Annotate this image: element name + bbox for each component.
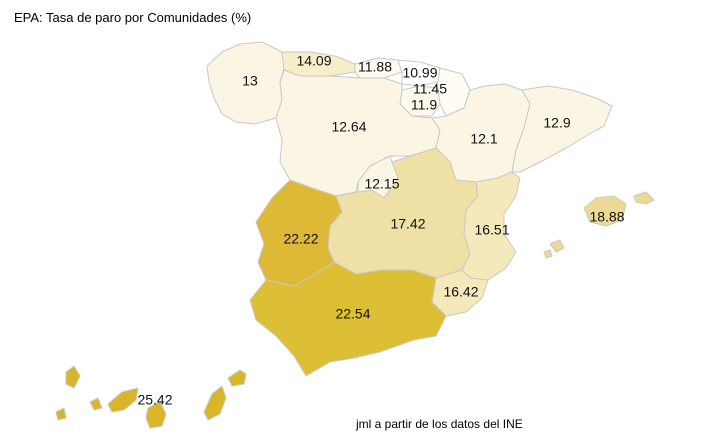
region-canarias[interactable] bbox=[55, 365, 247, 429]
region-comunidad-valenciana[interactable] bbox=[461, 171, 521, 281]
label-madrid: 12.15 bbox=[364, 176, 399, 192]
label-navarra: 11.45 bbox=[413, 81, 447, 97]
region-andalucia[interactable] bbox=[249, 261, 447, 377]
region-castilla-y-leon[interactable] bbox=[275, 69, 441, 197]
label-canarias: 25.42 bbox=[137, 392, 172, 408]
label-la-rioja: 11.9 bbox=[411, 97, 437, 113]
label-cataluna: 12.9 bbox=[543, 115, 570, 131]
label-pais-vasco: 10.99 bbox=[402, 65, 437, 81]
region-islas-baleares[interactable] bbox=[543, 191, 655, 259]
label-comunidad-valenciana: 16.51 bbox=[474, 222, 509, 238]
label-castilla-y-leon: 12.64 bbox=[331, 119, 366, 135]
label-asturias: 14.09 bbox=[296, 53, 331, 69]
source-credit: jml a partir de los datos del INE bbox=[356, 417, 523, 431]
region-cantabria[interactable] bbox=[354, 57, 403, 79]
label-cantabria: 11.88 bbox=[358, 59, 392, 75]
label-extremadura: 22.22 bbox=[283, 231, 318, 247]
region-extremadura[interactable] bbox=[255, 179, 343, 287]
label-andalucia: 22.54 bbox=[335, 306, 370, 322]
region-cataluna[interactable] bbox=[511, 85, 613, 173]
label-aragon: 12.1 bbox=[470, 131, 497, 147]
region-madrid[interactable] bbox=[357, 155, 399, 199]
map-title: EPA: Tasa de paro por Comunidades (%) bbox=[14, 10, 252, 25]
label-galicia: 13 bbox=[242, 73, 258, 89]
label-murcia: 16.42 bbox=[443, 284, 478, 300]
label-castilla-la-mancha: 17.42 bbox=[390, 216, 425, 232]
label-islas-baleares: 18.88 bbox=[589, 209, 624, 225]
region-pais-vasco[interactable] bbox=[397, 59, 441, 87]
